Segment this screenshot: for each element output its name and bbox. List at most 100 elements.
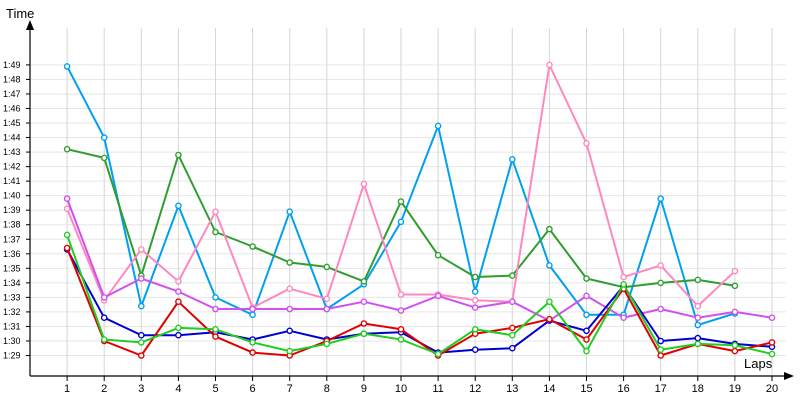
data-point [249,243,256,250]
x-tick-label: 11 [432,383,443,395]
data-point [620,273,627,281]
ticks: 1:29 1:30 1:31 1:32 1:33 1:34 1:35 1:36 1:37 1:38… [3,60,778,395]
x-tick-label: 4 [175,383,181,395]
data-point [583,311,590,319]
data-point [212,333,219,340]
data-point [731,341,739,349]
data-point [323,263,331,271]
data-point [249,305,256,313]
y-tick-label: 1:42 [3,162,21,172]
data-point [360,330,368,338]
data-point [694,314,702,322]
data-point [397,198,405,205]
data-point [100,314,108,322]
data-point [212,208,219,215]
data-point [657,346,665,354]
series [63,231,776,358]
y-axis-title: Time [6,6,34,21]
x-tick-label: 17 [655,383,667,395]
axes [26,20,794,380]
data-point [137,246,145,253]
data-point [546,61,553,69]
data-point [212,294,219,301]
y-tick-label: 1:33 [3,292,21,302]
y-tick-label: 1:49 [3,60,21,70]
data-point [694,340,702,348]
series-line [66,248,773,354]
y-tick-label: 1:39 [3,205,21,215]
y-tick-label: 1:32 [3,307,21,317]
data-point [360,298,368,306]
x-tick-label: 1 [64,383,70,395]
data-point [286,208,294,215]
y-tick-label: 1:31 [3,321,21,331]
data-point [731,308,739,316]
data-point [360,278,368,285]
x-tick-label: 8 [324,383,330,395]
data-point [63,231,71,239]
data-point [137,352,145,359]
data-point [471,304,479,311]
x-tick-label: 3 [138,383,144,395]
data-point [508,344,516,352]
data-point [360,320,368,327]
data-point [360,180,368,188]
data-point [731,282,739,290]
data-point [471,288,479,295]
data-point [694,334,702,342]
x-tick-label: 7 [287,383,293,395]
data-point [137,302,145,310]
data-point [694,276,702,284]
data-point [63,244,71,252]
data-point [508,324,516,332]
y-tick-label: 1:36 [3,249,21,259]
data-point [286,327,294,335]
data-point [100,154,108,162]
series [63,246,776,356]
data-point [175,151,182,159]
x-tick-label: 15 [580,383,592,395]
data-point [546,315,553,323]
data-point [397,307,405,314]
series-line [66,234,773,355]
data-point [249,339,256,346]
data-point [323,305,331,313]
data-point [212,228,219,236]
data-point [546,262,553,269]
x-tick-label: 13 [506,383,518,395]
y-tick-label: 1:47 [3,89,21,99]
x-axis-arrow [784,372,794,380]
data-point [508,331,516,339]
y-tick-label: 1:40 [3,191,21,201]
x-axis-title: Laps [744,356,773,371]
data-point [657,279,665,287]
data-point [286,285,294,293]
data-point [175,298,182,306]
data-point [100,294,108,301]
x-tick-label: 18 [692,383,704,395]
data-point [137,331,145,339]
y-tick-label: 1:44 [3,133,21,143]
data-point [546,298,553,306]
data-point [471,346,479,354]
data-point [434,292,442,300]
data-point [249,349,256,356]
data-point [434,251,442,259]
data-point [508,298,516,306]
data-point [731,267,739,275]
y-tick-label: 1:34 [3,278,21,288]
data-point [620,280,627,288]
data-point [63,195,71,202]
data-point [657,352,665,359]
data-point [508,155,516,163]
data-point [768,314,776,322]
data-point [546,225,553,233]
data-point [657,337,665,345]
data-point [471,296,479,304]
series [63,195,776,324]
data-point [323,340,331,348]
data-point [583,292,590,300]
data-point [583,327,590,335]
data-point [657,262,665,269]
data-point [397,336,405,343]
